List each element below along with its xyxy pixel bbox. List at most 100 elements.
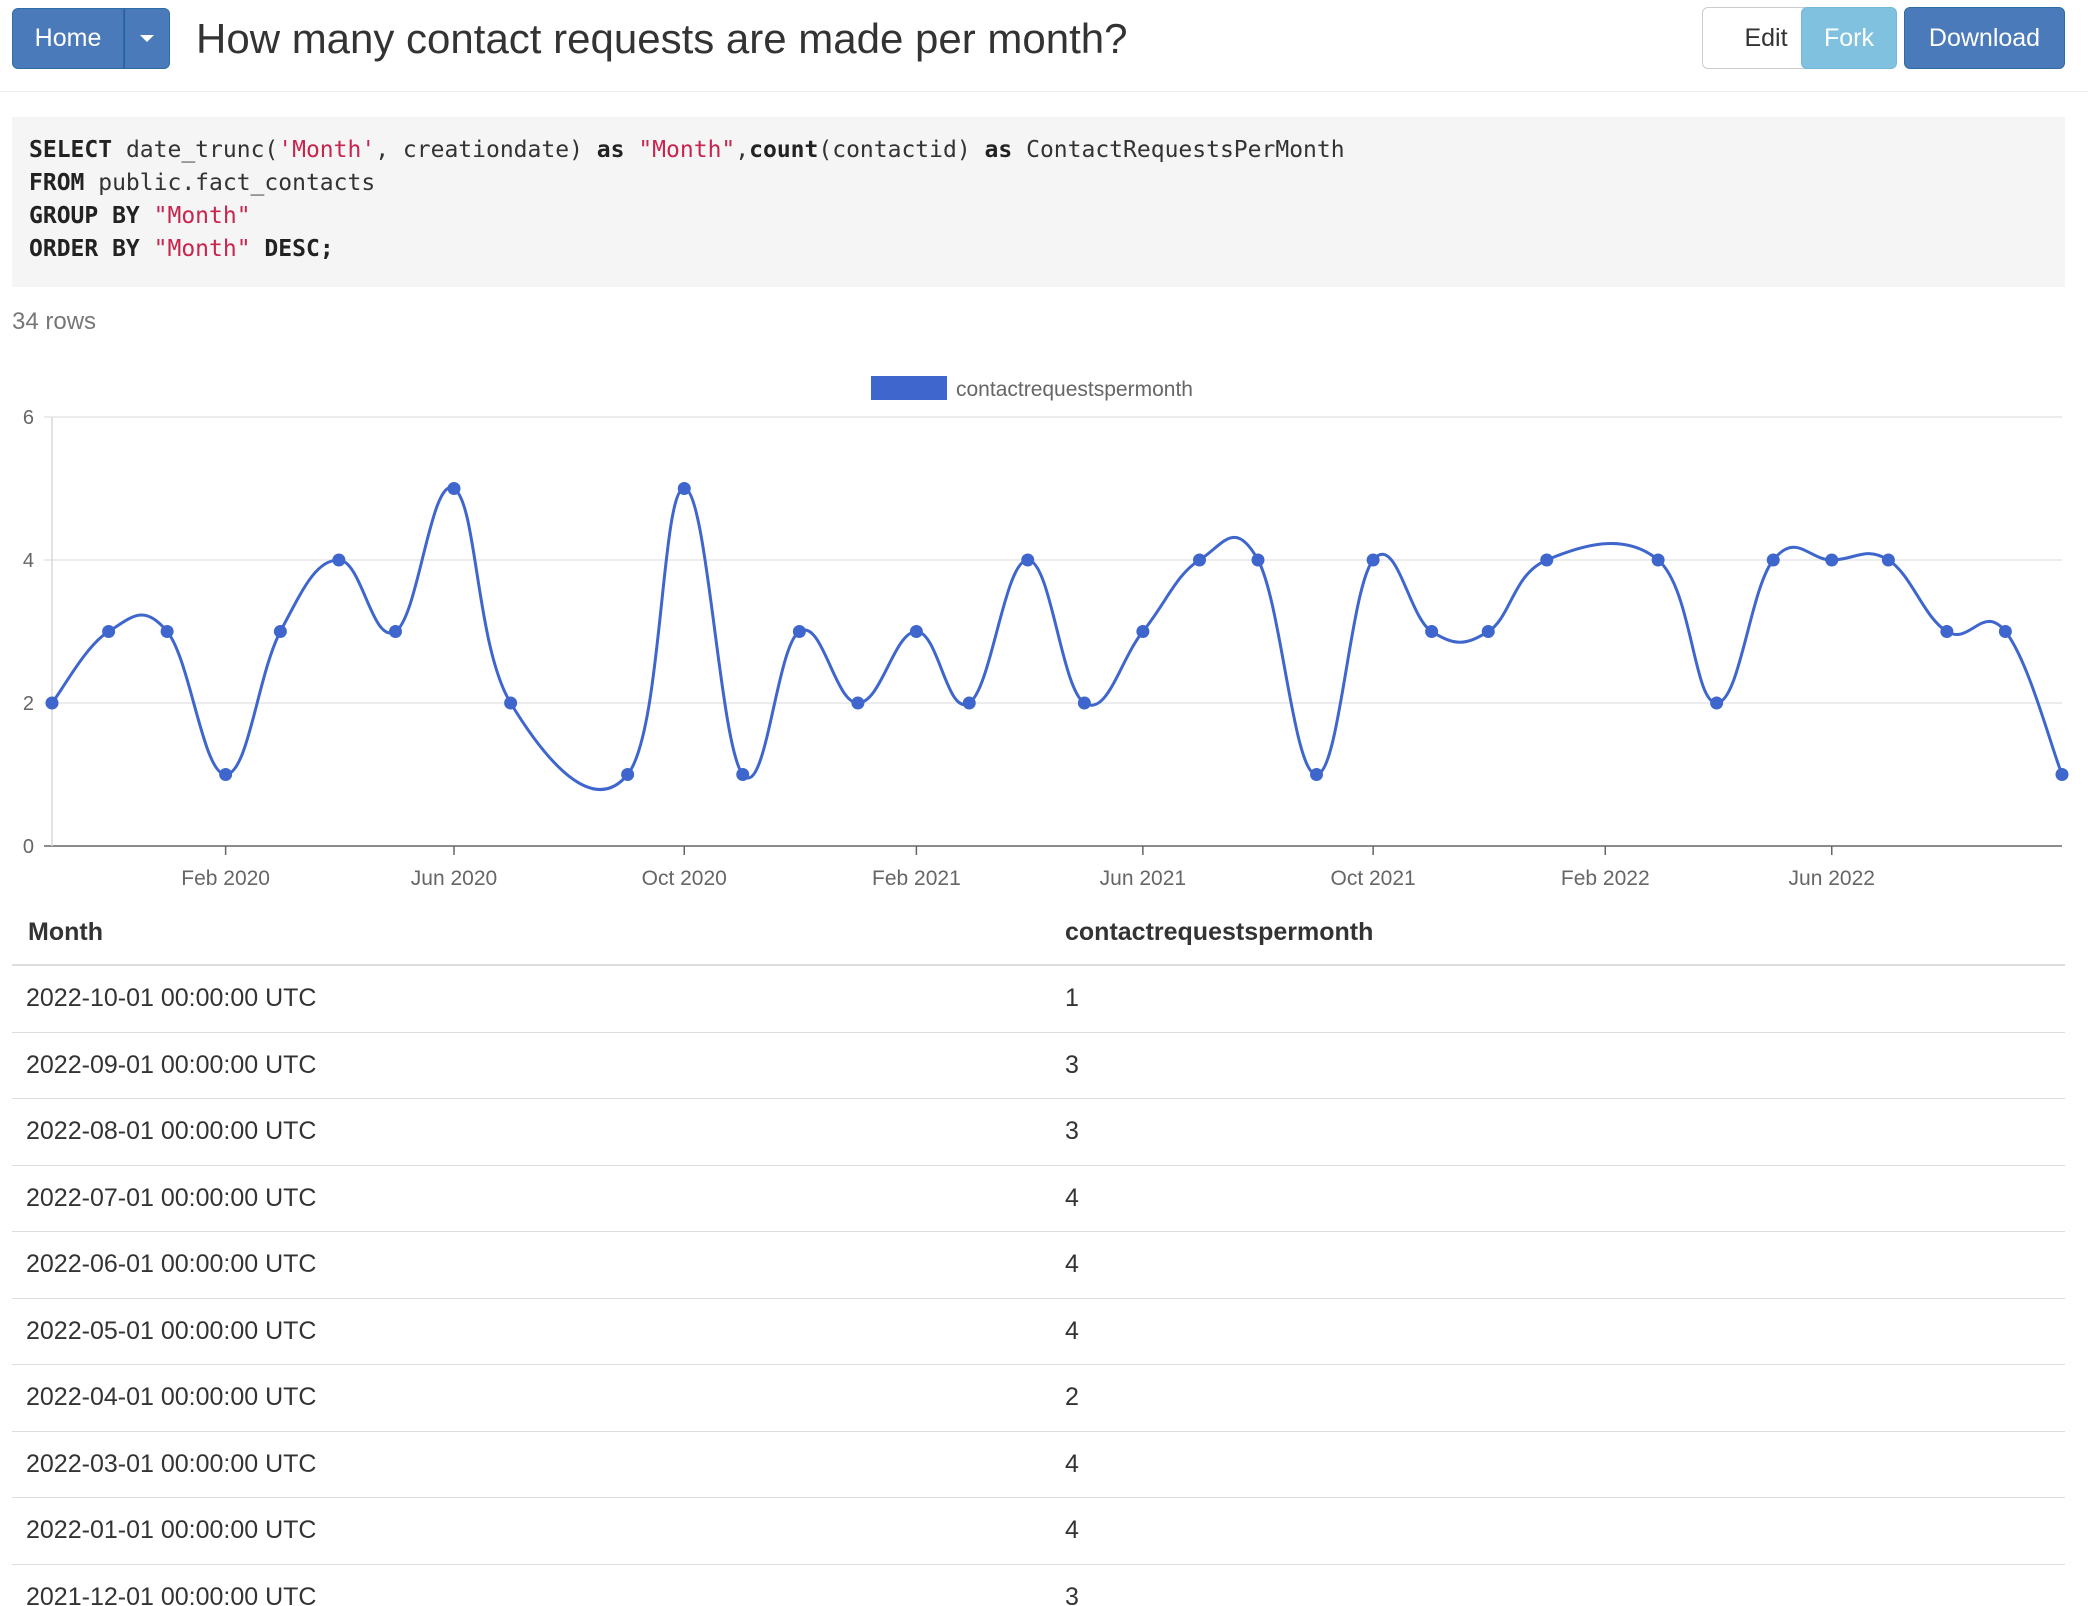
sql-line: SELECT date_trunc('Month', creationdate)… <box>29 134 2048 167</box>
download-button[interactable]: Download <box>1904 7 2065 69</box>
data-point <box>736 768 750 781</box>
cell-count: 4 <box>1065 1183 1079 1212</box>
y-tick-label: 2 <box>23 693 34 715</box>
data-point <box>332 553 346 567</box>
legend-label: contactrequestspermonth <box>956 378 1193 401</box>
data-point <box>1425 625 1439 638</box>
data-point <box>851 696 865 710</box>
data-point <box>621 768 635 781</box>
table-row: 2022-05-01 00:00:00 UTC 4 <box>12 1299 2065 1365</box>
sql-keyword: ORDER BY <box>29 236 140 262</box>
sql-text: , <box>735 137 750 163</box>
x-tick-label: Feb 2020 <box>181 867 270 890</box>
data-point <box>1710 696 1724 710</box>
y-tick-label: 0 <box>23 836 34 858</box>
data-point <box>1136 625 1150 638</box>
data-point <box>1651 553 1665 567</box>
sql-line: FROM public.fact_contacts <box>29 167 2048 200</box>
sql-keyword: as <box>984 137 1013 163</box>
cell-month: 2022-01-01 00:00:00 UTC <box>26 1516 317 1545</box>
sql-query-block: SELECT date_trunc('Month', creationdate)… <box>12 117 2065 287</box>
data-point <box>45 696 59 710</box>
data-point <box>792 625 806 638</box>
data-point <box>388 625 402 638</box>
cell-count: 3 <box>1065 1050 1079 1079</box>
cell-count: 1 <box>1065 984 1079 1013</box>
cell-month: 2022-07-01 00:00:00 UTC <box>26 1183 317 1212</box>
caret-down-icon <box>140 35 154 42</box>
column-header-count[interactable]: contactrequestspermonth <box>1065 917 1374 946</box>
x-tick-label: Jun 2022 <box>1789 867 1875 890</box>
cell-count: 3 <box>1065 1117 1079 1146</box>
sql-line: ORDER BY "Month" DESC; <box>29 233 2048 266</box>
x-tick-label: Oct 2021 <box>1331 867 1416 890</box>
series-line <box>50 486 2064 791</box>
sql-keyword: count <box>749 137 819 163</box>
cell-month: 2022-09-01 00:00:00 UTC <box>26 1050 317 1079</box>
sql-text <box>140 203 154 229</box>
data-point <box>1481 625 1495 638</box>
row-count: 34 rows <box>12 308 97 335</box>
sql-line: GROUP BY "Month" <box>29 200 2048 233</box>
data-point <box>1998 625 2012 638</box>
data-point <box>1540 553 1554 567</box>
cell-count: 4 <box>1065 1449 1079 1478</box>
sql-text: date_trunc( <box>112 137 279 163</box>
cell-month: 2022-10-01 00:00:00 UTC <box>26 984 317 1013</box>
table-row: 2022-10-01 00:00:00 UTC 1 <box>12 966 2065 1033</box>
data-point <box>677 482 691 495</box>
header-divider <box>0 91 2088 92</box>
cell-count: 3 <box>1065 1582 1079 1606</box>
sql-text: ContactRequestsPerMonth <box>1012 137 1345 163</box>
line-chart: 0 2 4 6 Feb 2020 Jun 2020 Oct 2020 Feb 2021 Jun … <box>23 376 2069 890</box>
cell-month: 2022-04-01 00:00:00 UTC <box>26 1383 317 1412</box>
sql-text: , creationdate) <box>375 137 597 163</box>
data-point <box>1077 696 1091 710</box>
cell-count: 4 <box>1065 1250 1079 1279</box>
data-point <box>1825 553 1839 567</box>
home-dropdown-toggle[interactable] <box>124 8 170 69</box>
table-row: 2022-09-01 00:00:00 UTC 3 <box>12 1033 2065 1099</box>
page-title: How many contact requests are made per m… <box>196 15 1128 62</box>
cell-count: 2 <box>1065 1383 1079 1412</box>
data-point <box>1310 768 1324 781</box>
home-button[interactable]: Home <box>12 8 124 69</box>
table-header-row: Month contactrequestspermonth <box>12 900 2065 966</box>
cell-month: 2022-06-01 00:00:00 UTC <box>26 1250 317 1279</box>
x-tick-label: Jun 2021 <box>1100 867 1186 890</box>
data-point <box>219 768 233 781</box>
cell-count: 4 <box>1065 1316 1079 1345</box>
column-header-month[interactable]: Month <box>28 917 103 946</box>
x-tick-label: Feb 2022 <box>1561 867 1650 890</box>
y-tick-label: 6 <box>23 407 34 429</box>
legend-swatch <box>871 376 947 400</box>
data-point <box>962 696 976 710</box>
sql-text <box>624 137 638 163</box>
data-point <box>447 482 461 495</box>
data-point <box>504 696 518 710</box>
sql-keyword: FROM <box>29 170 85 196</box>
x-tick-label: Jun 2020 <box>411 867 497 890</box>
table-row: 2022-06-01 00:00:00 UTC 4 <box>12 1232 2065 1299</box>
cell-month: 2022-08-01 00:00:00 UTC <box>26 1117 317 1146</box>
x-tick-label: Oct 2020 <box>642 867 727 890</box>
data-point <box>273 625 287 638</box>
table-row: 2021-12-01 00:00:00 UTC 3 <box>12 1565 2065 1606</box>
data-point <box>909 625 923 638</box>
data-point <box>1366 553 1380 567</box>
sql-string: "Month" <box>153 203 251 229</box>
data-point <box>1940 625 1954 638</box>
x-tick-label: Feb 2021 <box>872 867 961 890</box>
cell-count: 4 <box>1065 1516 1079 1545</box>
sql-string: "Month" <box>638 137 736 163</box>
fork-button[interactable]: Fork <box>1801 7 1897 69</box>
data-point <box>102 625 116 638</box>
data-point <box>1251 553 1265 567</box>
table-row: 2022-03-01 00:00:00 UTC 4 <box>12 1432 2065 1498</box>
table-body: 2022-10-01 00:00:00 UTC 1 2022-09-01 00:00… <box>12 966 2065 1606</box>
sql-text: public.fact_contacts <box>84 170 376 196</box>
cell-month: 2022-03-01 00:00:00 UTC <box>26 1449 317 1478</box>
home-button-group: Home <box>12 8 170 69</box>
sql-keyword: as <box>596 137 625 163</box>
